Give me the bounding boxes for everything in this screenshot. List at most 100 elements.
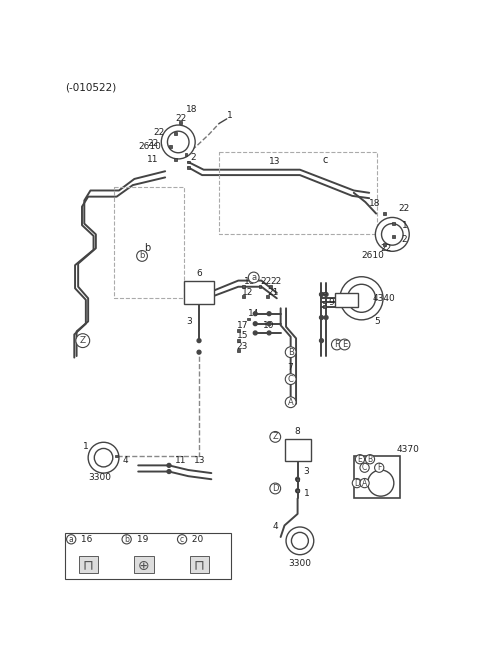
Text: D: D: [272, 484, 278, 493]
Text: 14: 14: [248, 309, 260, 318]
Text: 23: 23: [237, 342, 248, 351]
Circle shape: [348, 284, 375, 312]
Text: (-010522): (-010522): [65, 82, 116, 93]
Circle shape: [375, 217, 409, 252]
Text: 18: 18: [244, 277, 255, 286]
Circle shape: [253, 331, 257, 335]
Circle shape: [324, 315, 328, 319]
Bar: [393, 235, 395, 238]
Text: 22: 22: [154, 128, 165, 137]
Text: 13: 13: [269, 157, 281, 166]
Text: 4: 4: [273, 522, 278, 532]
Circle shape: [248, 272, 259, 283]
Bar: [237, 350, 240, 352]
Text: 11: 11: [147, 155, 159, 164]
Text: C: C: [362, 463, 367, 472]
Bar: [187, 161, 190, 164]
Circle shape: [94, 449, 113, 467]
Text: 4370: 4370: [396, 445, 419, 455]
Text: 17: 17: [237, 321, 248, 330]
Bar: [184, 281, 214, 304]
Text: b: b: [144, 243, 151, 253]
Circle shape: [352, 478, 361, 487]
Circle shape: [360, 478, 369, 487]
Circle shape: [267, 312, 271, 315]
Text: 19: 19: [133, 535, 148, 544]
Circle shape: [253, 312, 257, 315]
Text: 1: 1: [402, 221, 408, 230]
Bar: [266, 296, 269, 298]
Circle shape: [167, 463, 171, 467]
Bar: [354, 456, 400, 499]
Bar: [269, 285, 272, 288]
Circle shape: [197, 350, 201, 354]
Text: 2610: 2610: [361, 252, 384, 260]
Text: 11: 11: [175, 456, 187, 465]
Circle shape: [270, 432, 281, 442]
Text: b: b: [139, 252, 145, 260]
Text: c: c: [180, 535, 184, 544]
Text: 10: 10: [263, 321, 275, 330]
Circle shape: [197, 339, 201, 342]
Circle shape: [253, 322, 257, 326]
Bar: [237, 329, 240, 332]
Circle shape: [286, 527, 314, 555]
Text: 9: 9: [328, 298, 334, 307]
Circle shape: [270, 483, 281, 494]
Text: ⊓: ⊓: [193, 558, 204, 572]
Circle shape: [285, 397, 296, 407]
Circle shape: [76, 334, 90, 348]
Circle shape: [368, 470, 394, 496]
Circle shape: [291, 532, 308, 549]
Circle shape: [267, 322, 271, 326]
Circle shape: [178, 535, 187, 544]
Bar: [259, 285, 261, 288]
Bar: [65, 533, 230, 579]
Circle shape: [320, 292, 324, 296]
Circle shape: [360, 463, 369, 472]
Circle shape: [285, 347, 296, 357]
Bar: [179, 122, 182, 124]
Text: a: a: [251, 273, 256, 282]
Bar: [242, 285, 245, 288]
Text: 6: 6: [196, 269, 202, 278]
Text: 13: 13: [193, 456, 205, 465]
Text: C: C: [288, 374, 294, 384]
Bar: [242, 296, 245, 298]
Bar: [174, 158, 177, 161]
Circle shape: [339, 339, 350, 350]
Bar: [134, 556, 154, 573]
Text: 22: 22: [380, 244, 391, 253]
Circle shape: [320, 315, 324, 319]
Text: 16: 16: [78, 535, 93, 544]
Text: c: c: [323, 154, 328, 165]
Text: 1: 1: [83, 442, 88, 451]
Circle shape: [88, 442, 119, 473]
Text: E: E: [342, 340, 347, 349]
Text: 21: 21: [267, 288, 279, 298]
Bar: [296, 478, 299, 480]
Text: A: A: [288, 397, 294, 407]
Text: 3: 3: [304, 467, 310, 476]
Text: 22: 22: [175, 114, 186, 124]
Text: 22: 22: [147, 139, 159, 148]
Bar: [383, 212, 386, 215]
Text: 3300: 3300: [288, 560, 312, 568]
Bar: [285, 439, 312, 461]
Circle shape: [285, 374, 296, 384]
Text: 1: 1: [227, 111, 232, 120]
Circle shape: [355, 455, 365, 464]
Text: D: D: [354, 478, 360, 487]
Circle shape: [67, 535, 76, 544]
Bar: [323, 301, 326, 304]
Text: 7: 7: [287, 363, 293, 372]
Circle shape: [374, 463, 384, 472]
Text: 5: 5: [374, 317, 380, 326]
Text: 15: 15: [237, 330, 248, 340]
Bar: [115, 455, 118, 457]
Circle shape: [296, 478, 300, 481]
Bar: [335, 293, 358, 307]
Bar: [169, 145, 172, 148]
Text: A: A: [362, 478, 367, 487]
Bar: [323, 306, 326, 308]
